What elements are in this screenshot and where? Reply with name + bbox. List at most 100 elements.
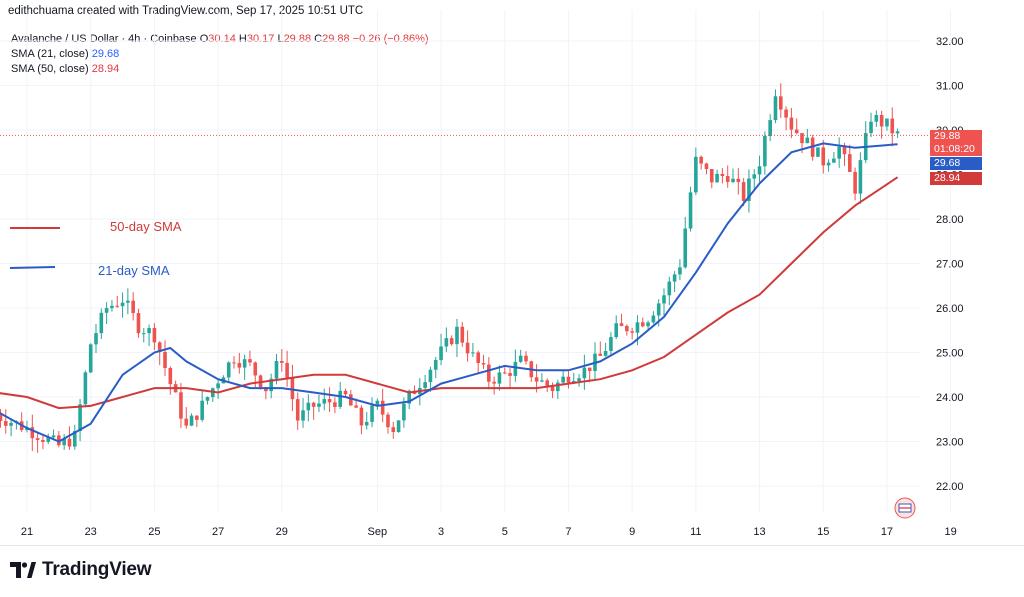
candle-body (582, 367, 587, 379)
sma21-price-tag: 29.68 (930, 157, 982, 170)
candle-body (30, 427, 35, 439)
candle-body (805, 137, 810, 144)
candle-body (189, 415, 194, 426)
x-axis-tick-label: 13 (753, 526, 765, 538)
x-axis-tick-label: 7 (565, 526, 571, 538)
candle-body (694, 156, 698, 193)
candle-body (778, 96, 783, 110)
sma21-annotation-text: 21-day SMA (98, 263, 170, 278)
y-axis-tick-label: 24.00 (936, 392, 964, 404)
candle-body (699, 156, 703, 164)
candle-body (672, 274, 677, 282)
candle-body (136, 313, 141, 334)
candle-body (656, 303, 661, 316)
candle-body (110, 305, 114, 309)
candle-body (67, 438, 72, 447)
candle-body (83, 372, 88, 405)
candle-body (433, 360, 438, 370)
candle-body (216, 383, 220, 389)
candle-body (885, 118, 889, 127)
candle-body (391, 427, 396, 433)
y-axis-tick-label: 26.00 (936, 303, 964, 315)
candle-body (269, 378, 273, 392)
candle-body (763, 136, 767, 167)
candle-body (662, 295, 666, 304)
tradingview-logo-icon (10, 562, 36, 578)
candle-body (879, 114, 884, 127)
candle-body (534, 377, 539, 382)
last-price-tag: 29.88 (930, 130, 982, 143)
y-axis-tick-label: 31.00 (936, 81, 964, 93)
candle-body (630, 331, 634, 333)
chart-legend: Avalanche / US Dollar · 4h · Coinbase O3… (11, 32, 429, 77)
candle-body (333, 402, 337, 407)
sma21-legend-row[interactable]: SMA (21, close) 29.68 (11, 47, 429, 62)
ohlc-value: 30.14 (208, 33, 239, 45)
candle-body (752, 174, 757, 179)
candle-body (821, 147, 826, 166)
sma21-legend-label: SMA (21, close) (11, 48, 89, 60)
candle-body (152, 328, 157, 343)
candle-body (147, 328, 151, 334)
candle-body (295, 399, 300, 421)
candle-body (195, 415, 199, 420)
candle-body (874, 114, 879, 122)
x-axis-tick-label: 5 (502, 526, 508, 538)
candle-body (890, 118, 895, 134)
candle-body (502, 372, 507, 374)
x-axis-tick-label: 25 (148, 526, 160, 538)
candle-body (455, 326, 459, 345)
candle-body (46, 437, 51, 442)
candle-body (816, 147, 820, 157)
candle-body (646, 322, 650, 327)
candle-body (3, 421, 8, 426)
candle-body (285, 362, 289, 378)
candle-body (343, 390, 348, 395)
candle-body (232, 362, 236, 364)
candle-body (619, 323, 624, 326)
x-axis-tick-label: 21 (21, 526, 33, 538)
candle-body (290, 377, 295, 400)
ohlc-value: 29.88 (283, 33, 315, 45)
candle-body (226, 362, 231, 378)
tradingview-logo[interactable]: TradingView (10, 559, 152, 581)
candle-body (88, 344, 93, 373)
candle-body (715, 173, 719, 183)
candle-body (709, 169, 714, 183)
sma50-legend-row[interactable]: SMA (50, close) 28.94 (11, 62, 429, 77)
symbol-label: Avalanche / US Dollar · 4h · Coinbase (11, 33, 197, 45)
candle-body (242, 359, 247, 368)
candle-body (508, 373, 512, 376)
candle-body (688, 192, 693, 229)
candle-body (205, 397, 210, 401)
candle-body (9, 422, 13, 426)
candle-body (577, 378, 581, 381)
sma50-legend-label: SMA (50, close) (11, 63, 89, 75)
candle-body (35, 438, 40, 440)
sma50-price-tag: 28.94 (930, 172, 982, 185)
candle-body (449, 338, 454, 345)
candle-body (359, 407, 364, 426)
price-chart[interactable]: 22.0023.0024.0025.0026.0027.0028.0029.00… (0, 0, 1024, 545)
candle-body (720, 173, 725, 177)
y-axis-tick-label: 32.00 (936, 36, 964, 48)
candle-body (354, 405, 358, 408)
symbol-row[interactable]: Avalanche / US Dollar · 4h · Coinbase O3… (11, 32, 429, 47)
candle-body (120, 302, 125, 307)
ohlc-key: C (314, 33, 323, 45)
candle-body (789, 117, 794, 130)
sma21-legend-value: 29.68 (91, 48, 120, 60)
candle-body (248, 359, 252, 363)
candle-body (322, 399, 327, 404)
candle-body (184, 418, 189, 426)
candle-body (327, 399, 332, 403)
candle-body (640, 322, 645, 327)
x-axis-tick-label: 23 (85, 526, 97, 538)
candle-body (126, 300, 130, 303)
candle-body (200, 400, 204, 420)
candle-body (311, 402, 316, 407)
candle-body (540, 380, 544, 382)
candle-body (678, 267, 682, 275)
candle-body (465, 342, 470, 354)
sma21-line (0, 142, 898, 443)
